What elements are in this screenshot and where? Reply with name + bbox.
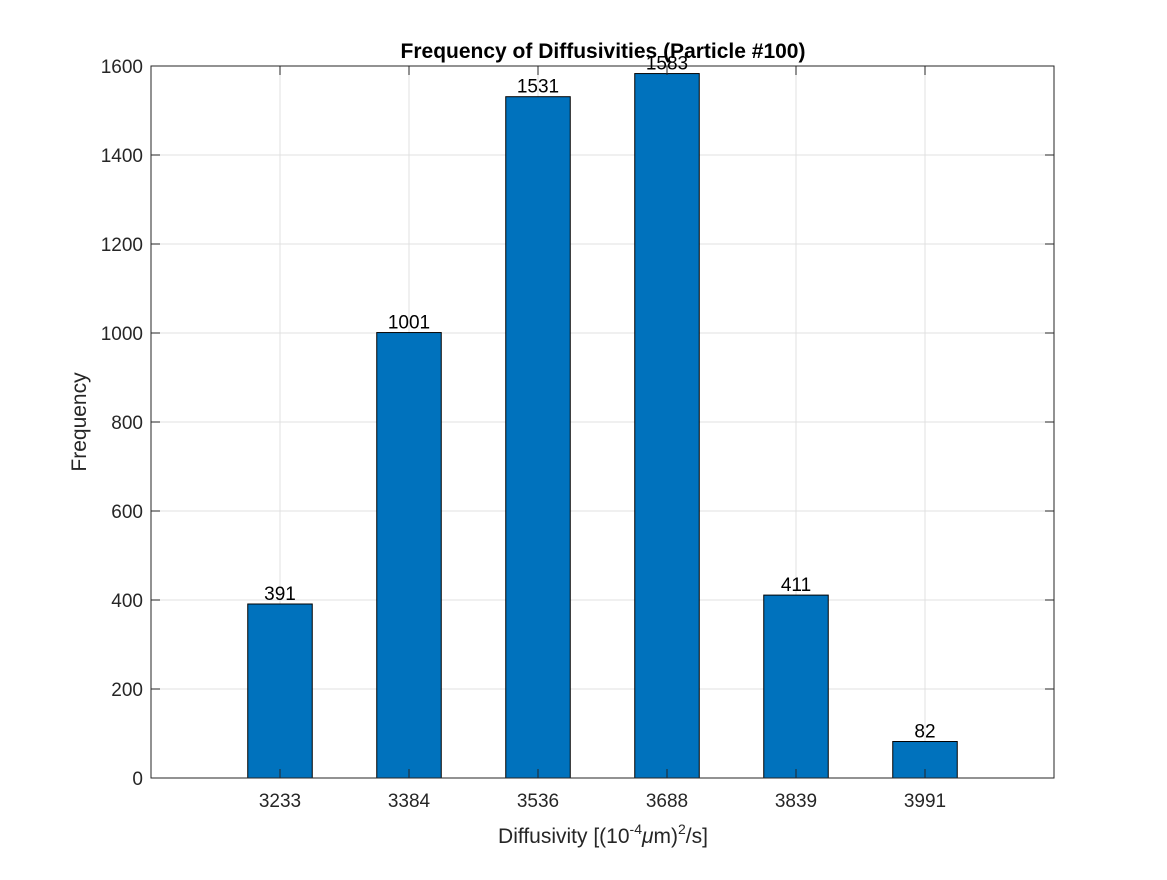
x-tick-label: 3233 [259, 791, 301, 812]
bars-layer [247, 73, 958, 779]
bar-3536 [505, 96, 571, 779]
y-tick-label: 0 [132, 769, 143, 790]
x-tick-label: 3536 [517, 791, 559, 812]
data-label-3991: 82 [914, 722, 935, 743]
bar-3233 [247, 603, 313, 779]
x-axis-label-part3: /s] [686, 825, 708, 848]
y-tick-label: 1000 [101, 324, 143, 345]
labels-layer: 391 1001 1531 1583 411 82 0 200 400 600 800 1000 120… [101, 54, 946, 812]
y-tick-label: 1200 [101, 235, 143, 256]
data-label-3839: 411 [781, 575, 811, 596]
x-axis-label-mu: μ [641, 825, 654, 848]
x-tick-label: 3991 [904, 791, 946, 812]
y-tick-label: 800 [111, 413, 143, 434]
x-tick-label: 3688 [646, 791, 688, 812]
x-axis-label-part2: m) [654, 825, 679, 848]
data-label-3688: 1583 [646, 54, 688, 75]
data-label-3233: 391 [264, 584, 296, 605]
y-tick-label: 1400 [101, 146, 143, 167]
x-axis-label: Diffusivity [(10-4μm)2/s] [498, 821, 708, 848]
x-axis-label-sup2: 2 [678, 821, 686, 837]
y-tick-label: 400 [111, 591, 143, 612]
x-tick-label: 3384 [388, 791, 431, 812]
y-tick-label: 600 [111, 502, 143, 523]
bar-3384 [376, 332, 442, 779]
bar-3688 [634, 73, 700, 779]
x-axis-label-sup1: -4 [630, 821, 643, 837]
data-label-3536: 1531 [517, 77, 559, 98]
ticks-layer [151, 65, 1054, 779]
y-tick-label: 200 [111, 680, 143, 701]
data-label-3384: 1001 [388, 313, 430, 334]
chart-title: Frequency of Diffusivities (Particle #10… [401, 40, 806, 63]
x-axis-label-part1: Diffusivity [(10 [498, 825, 630, 848]
y-axis-label: Frequency [68, 372, 91, 472]
x-tick-label: 3839 [775, 791, 817, 812]
bar-3839 [763, 594, 829, 779]
y-tick-label: 1600 [101, 57, 143, 78]
